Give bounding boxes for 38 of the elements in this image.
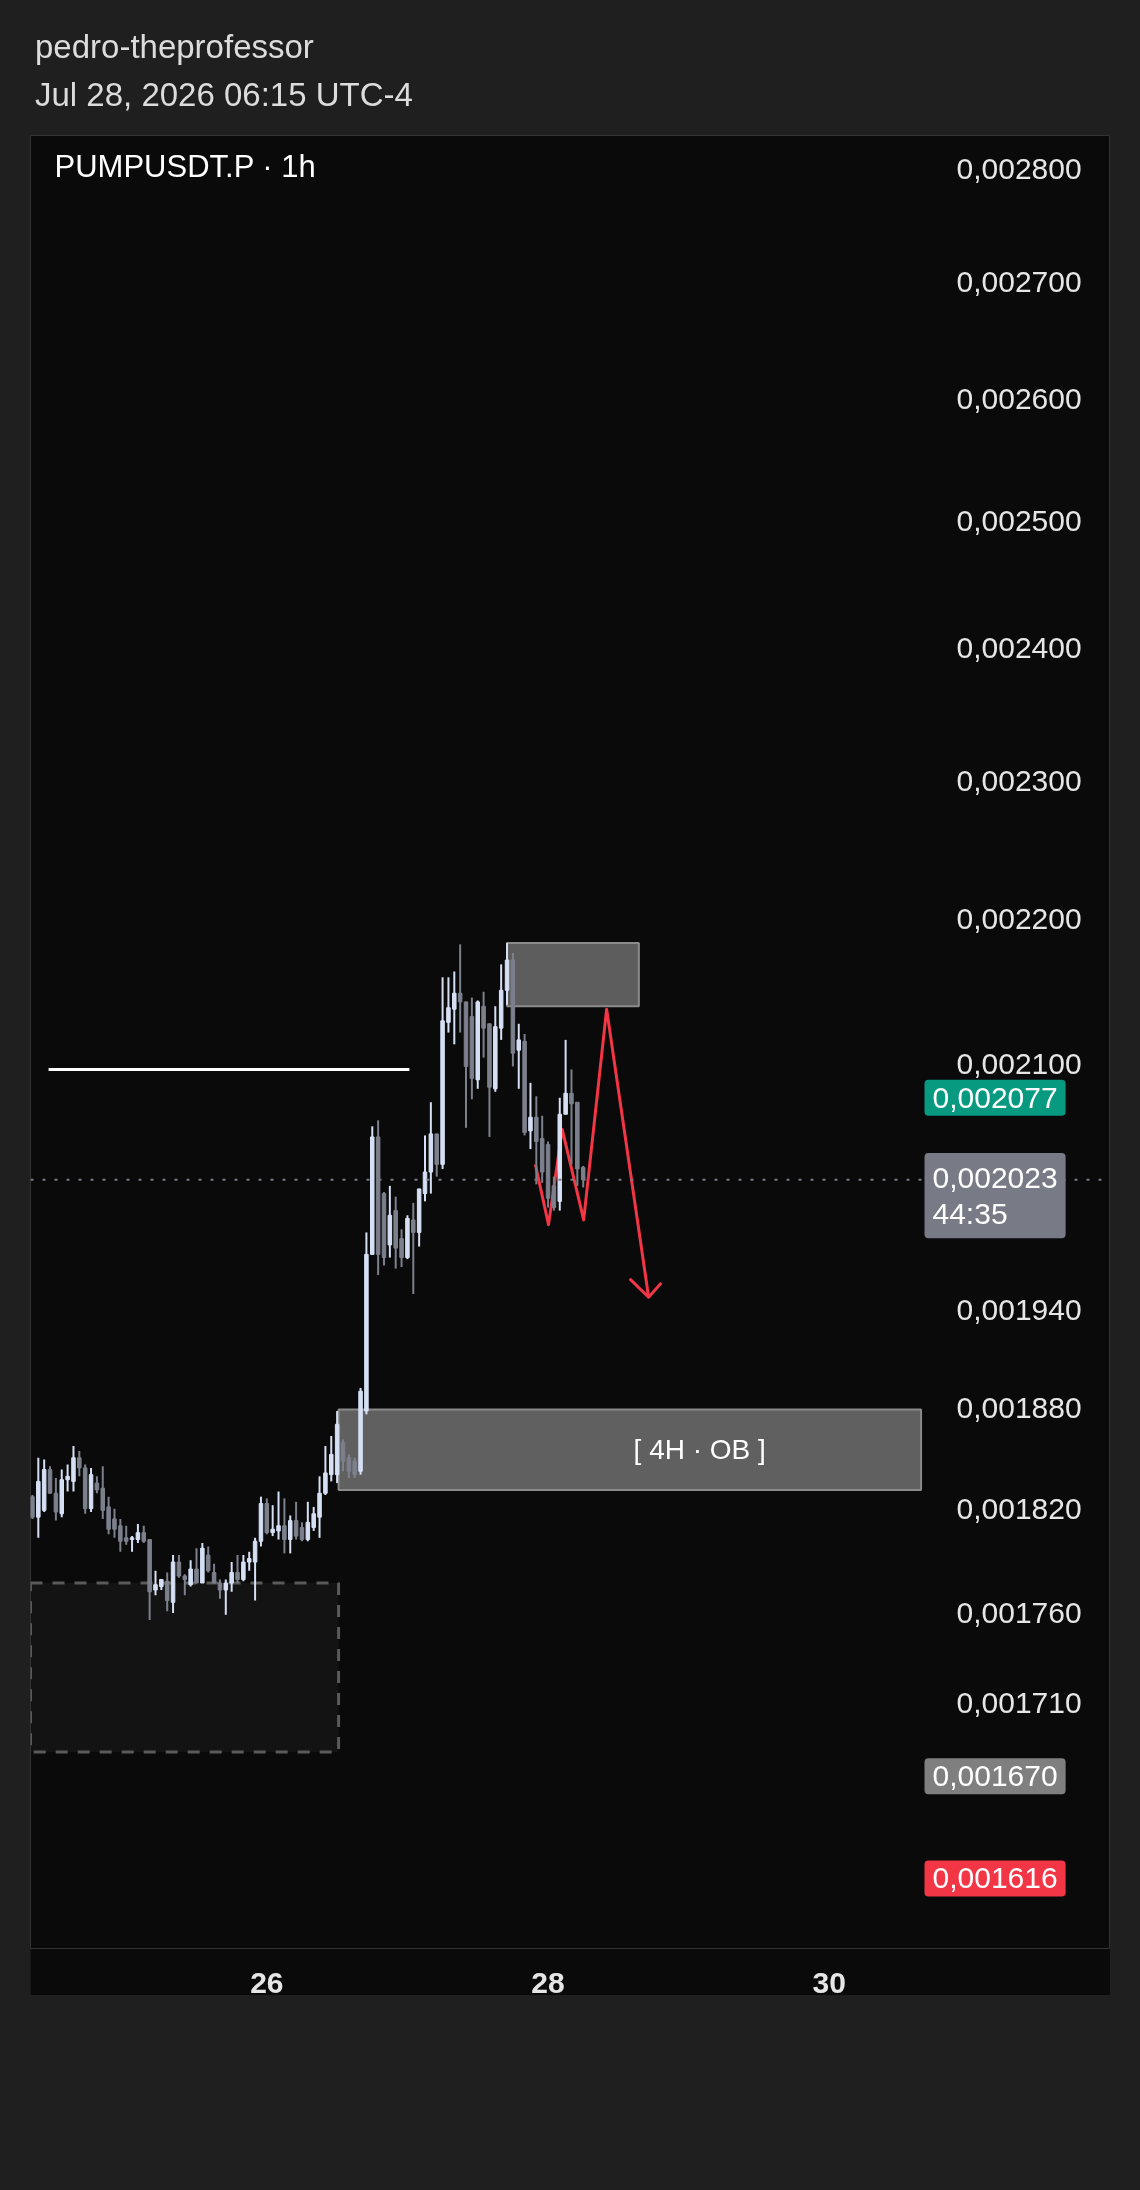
annotation: 0,002077 — [932, 1080, 1058, 1114]
candlestick — [287, 1514, 293, 1555]
y-tick-label: 0,001940 — [956, 1293, 1082, 1327]
y-tick-label: 0,001760 — [956, 1595, 1082, 1629]
candlestick — [217, 1578, 223, 1600]
annotation: 0,001616 — [932, 1861, 1058, 1895]
candlestick — [188, 1559, 193, 1588]
candlestick — [164, 1571, 170, 1613]
x-tick-label: 28 — [531, 1965, 565, 1999]
y-tick-label: 0,002100 — [956, 1046, 1082, 1080]
y-tick-label: 0,002800 — [956, 151, 1082, 185]
y-tick-label: 0,002300 — [956, 763, 1082, 797]
y-tick-label: 0,002500 — [956, 504, 1082, 538]
chart-title: PUMPUSDT.P · 1h — [54, 148, 316, 184]
y-tick-label: 0,001710 — [956, 1685, 1082, 1719]
candlestick — [282, 1497, 287, 1555]
candlestick — [235, 1554, 240, 1584]
candlestick — [135, 1523, 141, 1544]
y-tick-label: 0,001820 — [956, 1491, 1082, 1525]
candlestick — [30, 1493, 35, 1520]
x-tick-label: 26 — [250, 1965, 284, 1999]
candlestick — [205, 1545, 211, 1574]
ref-line-label: 0,002023 44:35 — [932, 1161, 1058, 1231]
candlestick — [211, 1562, 217, 1584]
candlestick — [516, 1022, 521, 1090]
y-tick-label: 0,002400 — [956, 631, 1082, 665]
candlestick — [411, 1201, 416, 1296]
y-tick-label: 0,001880 — [956, 1390, 1082, 1424]
text: Jul 28, 2026 06:15 UTC-4 — [35, 76, 413, 113]
candlestick — [194, 1547, 199, 1584]
text: pedro-theprofessor — [35, 28, 314, 65]
annotation: 0,001670 — [932, 1759, 1058, 1793]
y-tick-label: 0,002700 — [956, 264, 1082, 298]
candlestick — [528, 1081, 533, 1151]
y-tick-label: 0,002600 — [956, 382, 1082, 416]
annotation: [ 4H · OB ] — [633, 1434, 766, 1466]
x-tick-label: 30 — [812, 1965, 846, 1999]
y-tick-label: 0,002200 — [956, 901, 1082, 935]
